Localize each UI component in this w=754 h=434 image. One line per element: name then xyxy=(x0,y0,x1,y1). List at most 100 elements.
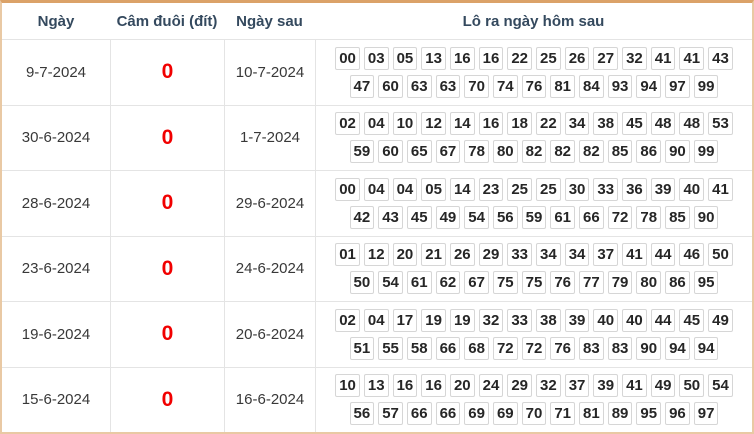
date-value: 9-7-2024 xyxy=(25,63,87,81)
lotto-number: 76 xyxy=(550,271,576,295)
lotto-number: 43 xyxy=(378,205,403,229)
lotto-results-cell: 02 04 17 19 19 32 33 38 39 40 40 44 45 49 51 55 58 66 68 7… xyxy=(315,302,752,367)
lotto-number-line-2: 47 60 63 63 70 74 76 81 84 93 94 97 99 xyxy=(349,74,719,98)
table-row: 19-6-2024 0 20-6-2024 02 04 17 19 19 32 33 38 39… xyxy=(2,302,752,368)
lotto-results-cell: 10 13 16 16 20 24 29 32 37 39 41 49 50 54 56 57 66 66 69 6… xyxy=(315,367,752,432)
lotto-number: 85 xyxy=(665,205,690,229)
lotto-number: 02 xyxy=(335,112,360,136)
lotto-number: 05 xyxy=(421,177,446,201)
lotto-number: 47 xyxy=(349,74,375,98)
lotto-number: 20 xyxy=(392,243,418,267)
lotto-number: 69 xyxy=(492,402,518,426)
date-value: 28-6-2024 xyxy=(21,194,91,212)
date-value: 30-6-2024 xyxy=(21,129,91,147)
lotto-number: 95 xyxy=(636,402,662,426)
lotto-number: 33 xyxy=(507,243,532,267)
lotto-number: 32 xyxy=(622,46,647,70)
lotto-number: 99 xyxy=(693,140,719,164)
table-row: 15-6-2024 0 16-6-2024 10 13 16 16 20 24 29 32 37… xyxy=(2,367,752,432)
lotto-number: 49 xyxy=(650,374,676,398)
header-lotto-results: Lô ra ngày hôm sau xyxy=(462,12,605,30)
lotto-number: 96 xyxy=(665,402,690,426)
lotto-number: 90 xyxy=(693,205,719,229)
lotto-number: 76 xyxy=(550,336,576,360)
lotto-number: 72 xyxy=(521,336,547,360)
cam-duoi-value: 0 xyxy=(110,367,224,432)
lotto-number: 03 xyxy=(363,46,389,70)
lotto-number: 85 xyxy=(607,140,633,164)
lotto-number: 00 xyxy=(335,177,360,201)
lotto-number: 12 xyxy=(421,112,446,136)
lotto-number: 29 xyxy=(478,243,504,267)
lotto-number: 46 xyxy=(679,243,705,267)
table-row: 28-6-2024 0 29-6-2024 00 04 04 05 14 23 25 25 30… xyxy=(2,171,752,237)
lotto-number: 14 xyxy=(449,177,475,201)
lotto-number: 65 xyxy=(406,140,432,164)
lotto-number: 74 xyxy=(492,74,518,98)
lotto-number: 32 xyxy=(536,374,561,398)
lotto-number: 94 xyxy=(636,74,662,98)
table-row: 9-7-2024 0 10-7-2024 00 03 05 13 16 16 22 25 26 2… xyxy=(2,40,752,106)
lotto-number: 40 xyxy=(679,177,705,201)
lotto-number: 63 xyxy=(406,74,432,98)
lotto-number: 80 xyxy=(636,271,662,295)
lotto-number: 41 xyxy=(650,46,676,70)
cam-duoi-value: 0 xyxy=(110,236,224,301)
lotto-number: 22 xyxy=(507,46,532,70)
lotto-number: 70 xyxy=(464,74,489,98)
lotto-number: 69 xyxy=(464,402,489,426)
lotto-number-line-1: 02 04 17 19 19 32 33 38 39 40 40 44 45 49 xyxy=(335,308,733,332)
lotto-number: 44 xyxy=(650,308,676,332)
lotto-number: 83 xyxy=(607,336,633,360)
lotto-number: 71 xyxy=(550,402,576,426)
lotto-results-cell: 01 12 20 21 26 29 33 34 34 37 41 44 46 50 50 54 61 62 67 7… xyxy=(315,236,752,301)
lotto-number: 21 xyxy=(421,243,446,267)
lotto-number: 34 xyxy=(564,243,590,267)
lotto-number: 59 xyxy=(521,205,547,229)
lotto-number: 39 xyxy=(650,177,676,201)
date-value: 23-6-2024 xyxy=(21,260,91,278)
next-date-value: 20-6-2024 xyxy=(224,302,315,367)
lotto-number: 60 xyxy=(378,140,403,164)
lotto-number: 34 xyxy=(564,112,590,136)
lotto-number: 50 xyxy=(679,374,705,398)
header-next-date: Ngày sau xyxy=(236,12,303,30)
lotto-number: 79 xyxy=(607,271,633,295)
lotto-number: 54 xyxy=(708,374,733,398)
lotto-number: 14 xyxy=(449,112,475,136)
lotto-number: 20 xyxy=(449,374,475,398)
lotto-number: 90 xyxy=(665,140,690,164)
lotto-number: 22 xyxy=(536,112,561,136)
lotto-number: 34 xyxy=(536,243,561,267)
lotto-number: 39 xyxy=(564,308,590,332)
lotto-number: 66 xyxy=(579,205,604,229)
lotto-number: 41 xyxy=(622,374,647,398)
lotto-number: 89 xyxy=(607,402,633,426)
lotto-number: 60 xyxy=(378,74,403,98)
date-value: 15-6-2024 xyxy=(21,391,91,409)
lotto-number-line-1: 01 12 20 21 26 29 33 34 34 37 41 44 46 50 xyxy=(335,243,733,267)
cam-duoi-value: 0 xyxy=(110,105,224,170)
lotto-number: 49 xyxy=(708,308,733,332)
lotto-number: 18 xyxy=(507,112,532,136)
lotto-number-line-1: 02 04 10 12 14 16 18 22 34 38 45 48 48 53 xyxy=(335,112,733,136)
lotto-number: 86 xyxy=(636,140,662,164)
lotto-number: 16 xyxy=(449,46,475,70)
lotto-number: 42 xyxy=(349,205,375,229)
lotto-number: 05 xyxy=(392,46,418,70)
lotto-number: 37 xyxy=(593,243,619,267)
cam-duoi-value: 0 xyxy=(110,171,224,236)
lotto-number: 67 xyxy=(435,140,461,164)
lotto-number: 66 xyxy=(435,336,461,360)
lotto-number: 83 xyxy=(579,336,604,360)
lotto-results-cell: 02 04 10 12 14 16 18 22 34 38 45 48 48 53 59 60 65 67 78 8… xyxy=(315,105,752,170)
lotto-number: 38 xyxy=(536,308,561,332)
lotto-number: 82 xyxy=(579,140,604,164)
lotto-number: 04 xyxy=(363,112,389,136)
lotto-number: 24 xyxy=(478,374,504,398)
lotto-number: 12 xyxy=(363,243,389,267)
lotto-number: 41 xyxy=(622,243,647,267)
next-date-value: 10-7-2024 xyxy=(224,40,315,105)
lotto-number: 45 xyxy=(622,112,647,136)
